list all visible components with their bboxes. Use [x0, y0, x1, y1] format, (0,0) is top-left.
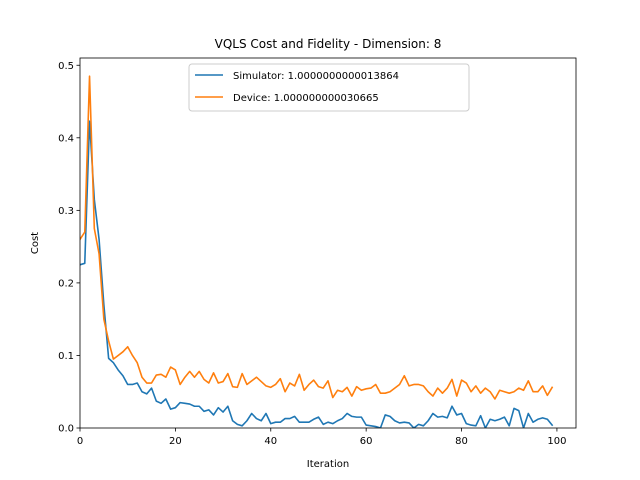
- x-tick-label: 20: [169, 436, 182, 447]
- legend-label-simulator: Simulator: 1.0000000000013864: [233, 71, 399, 82]
- x-tick-label: 100: [547, 436, 566, 447]
- plot-area: [80, 58, 576, 428]
- series-line-device: [80, 75, 554, 400]
- x-tick-label: 40: [264, 436, 277, 447]
- axes-layer: 0 20 40 60 80 100 0.0 0.1 0.2 0.3 0.4 0.5: [58, 57, 577, 447]
- y-tick-label: 0.2: [58, 278, 74, 289]
- chart-title: VQLS Cost and Fidelity - Dimension: 8: [215, 37, 442, 51]
- legend: Simulator: 1.0000000000013864 Device: 1.…: [188, 63, 470, 112]
- x-axis-label: Iteration: [307, 459, 349, 470]
- y-tick-label: 0.0: [58, 424, 74, 435]
- x-tick-label: 60: [360, 436, 373, 447]
- legend-box: [188, 63, 470, 112]
- series-layer: [80, 75, 554, 428]
- y-tick-label: 0.1: [58, 351, 74, 362]
- y-tick-label: 0.5: [58, 61, 74, 72]
- x-tick-label: 0: [77, 436, 83, 447]
- x-tick-label: 80: [455, 436, 468, 447]
- y-axis-label: Cost: [30, 232, 41, 254]
- series-line-simulator: [80, 120, 554, 428]
- axes-frame: [79, 57, 577, 429]
- y-tick-label: 0.3: [58, 206, 74, 217]
- y-tick-label: 0.4: [58, 133, 74, 144]
- legend-label-device: Device: 1.000000000030665: [233, 93, 379, 104]
